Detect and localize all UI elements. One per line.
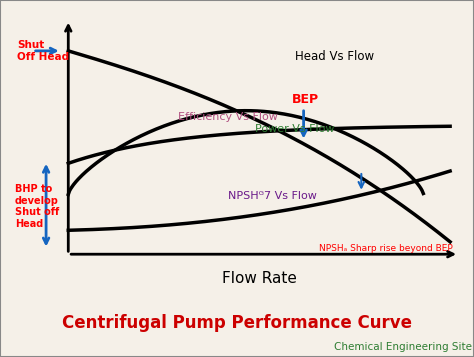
Text: NPSHᴳ7 Vs Flow: NPSHᴳ7 Vs Flow bbox=[228, 191, 317, 201]
Text: Shut
Off Head: Shut Off Head bbox=[17, 40, 69, 62]
Text: BHP to
develop
Shut off
Head: BHP to develop Shut off Head bbox=[15, 184, 59, 229]
Text: Power Vs Flow: Power Vs Flow bbox=[255, 124, 335, 134]
Text: Flow Rate: Flow Rate bbox=[222, 271, 297, 286]
Text: Centrifugal Pump Performance Curve: Centrifugal Pump Performance Curve bbox=[62, 315, 412, 332]
Text: NPSHₐ Sharp rise beyond BEP: NPSHₐ Sharp rise beyond BEP bbox=[319, 244, 452, 253]
Text: Efficiency Vs Flow: Efficiency Vs Flow bbox=[178, 112, 278, 122]
Text: BEP: BEP bbox=[292, 93, 319, 106]
Text: Chemical Engineering Site: Chemical Engineering Site bbox=[334, 342, 472, 352]
Text: Head Vs Flow: Head Vs Flow bbox=[295, 50, 374, 64]
